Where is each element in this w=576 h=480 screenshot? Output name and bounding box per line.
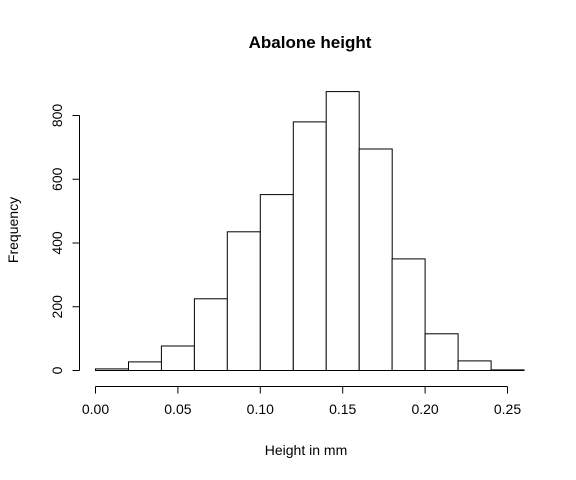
y-tick-label-1: 200	[49, 295, 65, 319]
histogram-bar-4	[226, 231, 261, 371]
x-tick-label-1: 0.05	[164, 401, 191, 417]
y-tick-label-2: 400	[49, 231, 65, 255]
chart-title: Abalone height	[249, 33, 372, 52]
histogram-bar-1	[128, 361, 162, 371]
x-tick-label-3: 0.15	[329, 401, 356, 417]
x-tick-label-5: 0.25	[494, 401, 521, 417]
histogram-bars	[95, 91, 525, 372]
y-axis: 0 200 400 600 800	[49, 104, 80, 374]
y-tick-label-0: 0	[49, 366, 65, 374]
x-tick-label-2: 0.10	[247, 401, 274, 417]
histogram-bar-8	[358, 148, 393, 371]
histogram-bar-5	[259, 194, 294, 371]
x-tick-label-4: 0.20	[411, 401, 438, 417]
x-axis-label: Height in mm	[265, 442, 347, 458]
x-tick-label-0: 0.00	[82, 401, 109, 417]
histogram-bar-7	[325, 91, 360, 371]
histogram-bar-10	[424, 333, 459, 371]
histogram-bar-9	[391, 258, 426, 371]
y-tick-label-3: 600	[49, 167, 65, 191]
histogram-bar-11	[457, 360, 492, 371]
y-tick-label-4: 800	[49, 104, 65, 128]
histogram-bar-12	[490, 369, 525, 371]
histogram-bar-0	[95, 368, 129, 371]
histogram-bar-3	[193, 298, 228, 371]
x-axis: 0.00 0.05 0.10 0.15 0.20 0.25	[82, 386, 521, 417]
y-axis-label: Frequency	[5, 197, 21, 263]
histogram-bar-6	[292, 121, 327, 372]
histogram-bar-2	[160, 345, 195, 371]
